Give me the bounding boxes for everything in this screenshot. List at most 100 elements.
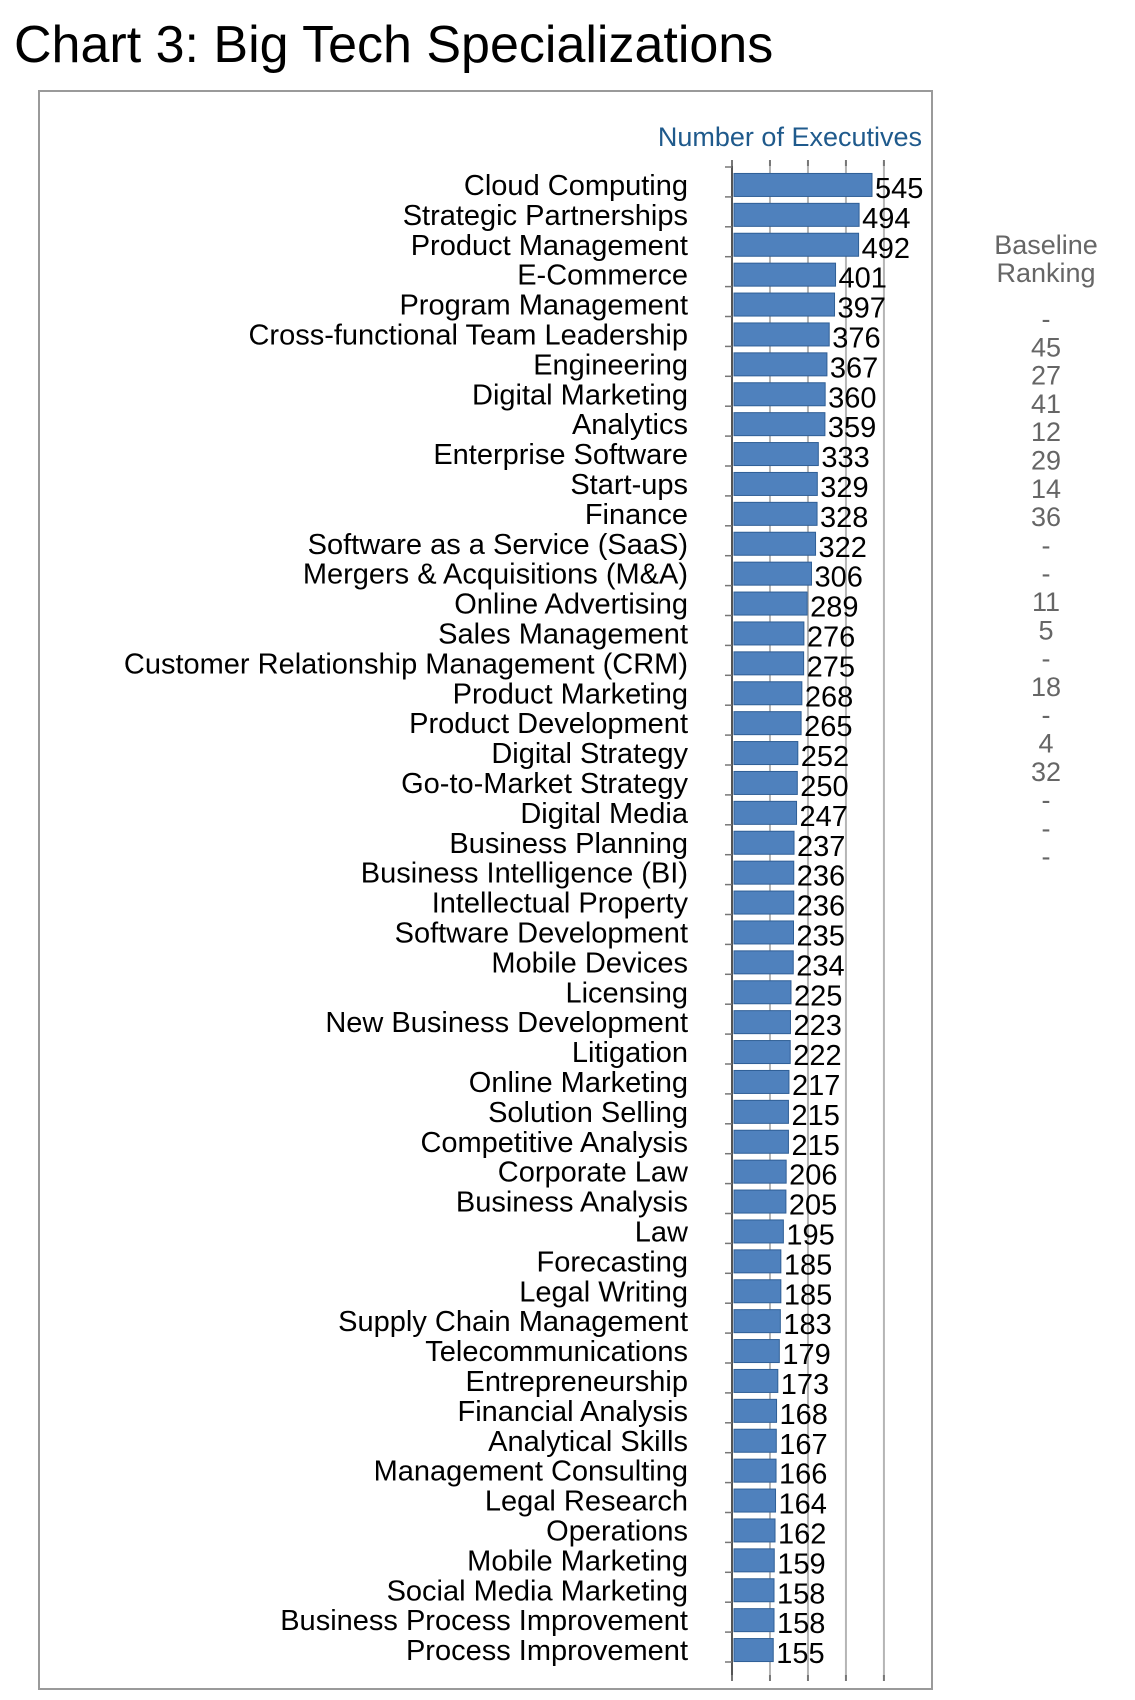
bar xyxy=(733,1368,779,1393)
data-label: 322 xyxy=(819,532,867,564)
bar xyxy=(733,890,795,915)
data-label: 328 xyxy=(820,502,868,534)
data-label: 222 xyxy=(793,1040,841,1072)
baseline-ranking-value: 5 xyxy=(1038,615,1053,645)
category-label: Cloud Computing xyxy=(464,170,688,202)
category-label: Legal Research xyxy=(485,1486,688,1518)
bar xyxy=(733,1608,775,1633)
bar xyxy=(733,681,803,706)
category-label: Corporate Law xyxy=(498,1157,689,1189)
baseline-ranking-value: - xyxy=(1042,559,1051,589)
data-label: 217 xyxy=(792,1070,840,1102)
category-label: Go-to-Market Strategy xyxy=(401,768,688,800)
data-label: 158 xyxy=(777,1578,825,1610)
data-label: 359 xyxy=(828,412,876,444)
bar xyxy=(733,1099,789,1124)
bar xyxy=(733,830,795,855)
bar xyxy=(733,322,830,347)
category-label: Finance xyxy=(585,499,688,531)
bar xyxy=(733,770,798,795)
bar xyxy=(733,1219,784,1244)
baseline-ranking-value: - xyxy=(1042,785,1051,815)
data-label: 252 xyxy=(801,741,849,773)
bar xyxy=(733,292,836,317)
category-label: New Business Development xyxy=(325,1007,688,1039)
category-label: Analytics xyxy=(572,409,688,441)
data-label: 397 xyxy=(838,293,886,325)
data-label: 234 xyxy=(796,950,844,982)
data-label: 215 xyxy=(791,1100,839,1132)
category-label: Forecasting xyxy=(536,1246,688,1278)
baseline-ranking-value: 27 xyxy=(1031,361,1061,391)
baseline-ranking-value: 36 xyxy=(1031,502,1061,532)
baseline-ranking-value: 4 xyxy=(1038,729,1053,759)
bar xyxy=(733,1309,781,1334)
category-label: Software as a Service (SaaS) xyxy=(308,529,688,561)
baseline-ranking-value: 11 xyxy=(1032,587,1060,617)
category-label: Telecommunications xyxy=(425,1336,688,1368)
category-label: Product Marketing xyxy=(453,678,688,710)
data-label: 376 xyxy=(832,322,880,354)
baseline-ranking-value: - xyxy=(1042,530,1051,560)
data-label: 155 xyxy=(776,1638,824,1670)
category-label: Business Intelligence (BI) xyxy=(361,858,688,890)
bar xyxy=(733,172,873,197)
category-label: Social Media Marketing xyxy=(387,1575,688,1607)
data-label: 545 xyxy=(875,173,923,205)
data-label: 166 xyxy=(779,1459,827,1491)
chart-title: Chart 3: Big Tech Specializations xyxy=(14,16,774,74)
bar xyxy=(733,1069,790,1094)
category-label: Customer Relationship Management (CRM) xyxy=(124,648,688,680)
data-label: 360 xyxy=(828,382,876,414)
bar xyxy=(733,860,795,885)
category-label: Licensing xyxy=(565,977,688,1009)
category-label: Strategic Partnerships xyxy=(403,200,688,232)
data-label: 225 xyxy=(794,980,842,1012)
category-label: Competitive Analysis xyxy=(420,1127,688,1159)
baseline-ranking-value: 29 xyxy=(1031,446,1061,476)
bar xyxy=(733,980,792,1005)
bar xyxy=(733,1488,777,1513)
data-label: 183 xyxy=(783,1309,831,1341)
bar xyxy=(733,591,808,616)
bar xyxy=(733,1548,775,1573)
category-label: Financial Analysis xyxy=(458,1396,689,1428)
category-label: Business Process Improvement xyxy=(280,1605,688,1637)
data-label: 275 xyxy=(807,651,855,683)
category-label: Engineering xyxy=(533,349,688,381)
data-label: 164 xyxy=(779,1489,827,1521)
category-label: Sales Management xyxy=(438,618,688,650)
data-label: 367 xyxy=(830,352,878,384)
category-label: Product Development xyxy=(409,708,688,740)
bar xyxy=(733,1040,791,1065)
bar xyxy=(733,1638,774,1663)
bar xyxy=(733,232,860,257)
baseline-ranking-value: 41 xyxy=(1031,389,1061,419)
data-label: 173 xyxy=(781,1369,829,1401)
category-label: Digital Media xyxy=(520,798,688,830)
data-label: 494 xyxy=(862,203,910,235)
bar xyxy=(733,621,805,646)
bar xyxy=(733,651,805,676)
data-label: 247 xyxy=(800,801,848,833)
data-label: 185 xyxy=(784,1279,832,1311)
bar xyxy=(733,950,794,975)
data-label: 329 xyxy=(820,472,868,504)
bar xyxy=(733,1159,787,1184)
bar xyxy=(733,741,799,766)
data-label: 236 xyxy=(797,891,845,923)
bar xyxy=(733,382,826,407)
baseline-ranking-value: 14 xyxy=(1031,474,1061,504)
data-label: 236 xyxy=(797,861,845,893)
data-label: 306 xyxy=(814,562,862,594)
category-label: E-Commerce xyxy=(517,260,688,292)
bar xyxy=(733,412,826,437)
bar xyxy=(733,1428,777,1453)
data-label: 179 xyxy=(782,1339,830,1371)
category-label: Solution Selling xyxy=(488,1097,688,1129)
bar xyxy=(733,501,818,526)
category-label: Online Marketing xyxy=(469,1067,688,1099)
data-label: 268 xyxy=(805,681,853,713)
category-label: Legal Writing xyxy=(519,1276,688,1308)
data-label: 215 xyxy=(791,1130,839,1162)
